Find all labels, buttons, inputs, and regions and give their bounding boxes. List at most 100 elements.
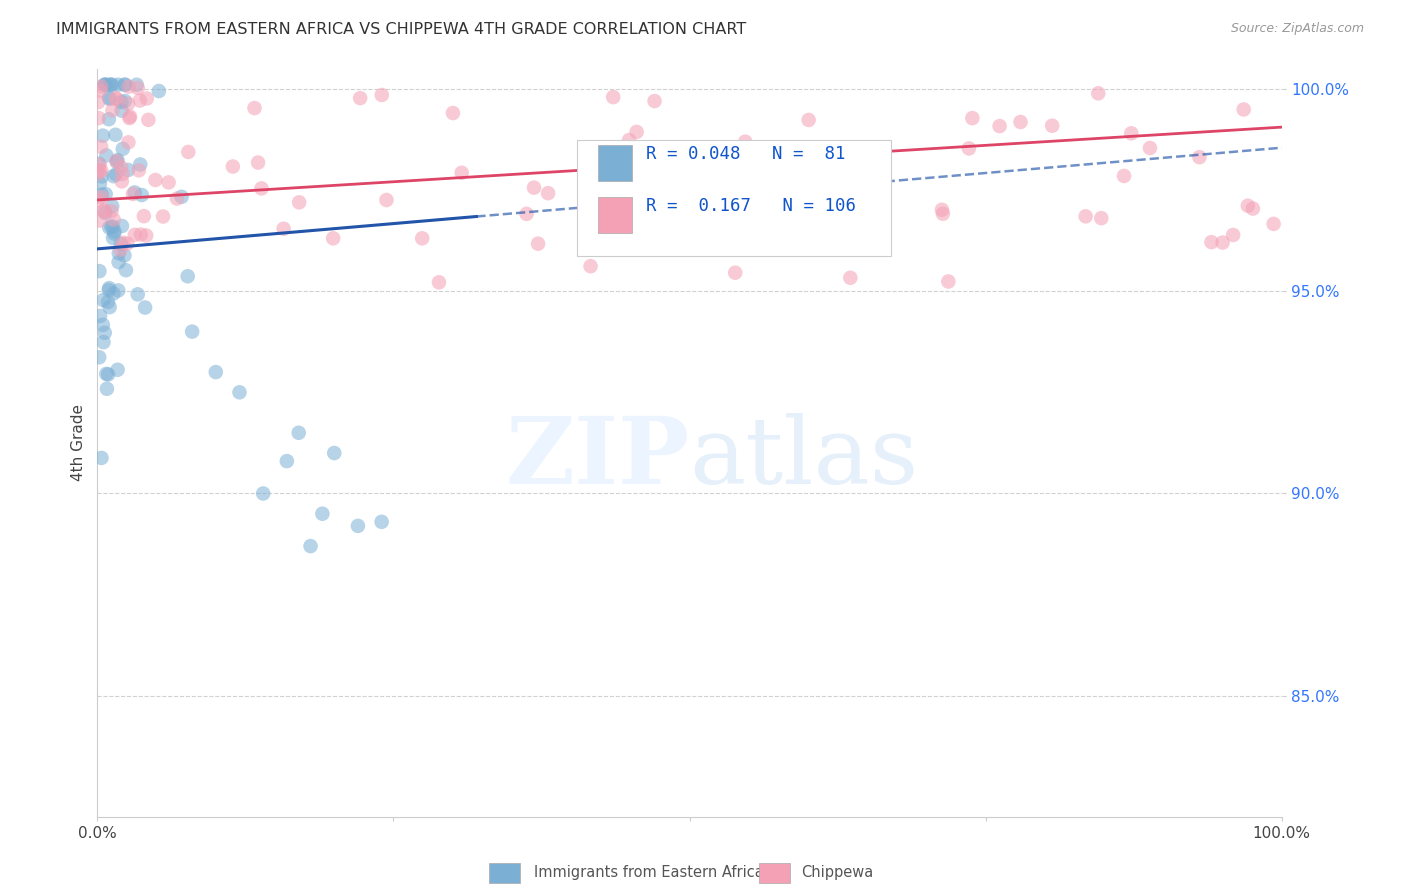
Point bbox=[127, 81, 149, 95]
Point bbox=[112, 235, 135, 250]
Point bbox=[1212, 235, 1234, 250]
Point bbox=[90, 187, 112, 202]
Point bbox=[516, 207, 538, 221]
Point bbox=[107, 78, 129, 92]
Point bbox=[103, 227, 125, 241]
Point bbox=[228, 385, 250, 400]
Point bbox=[124, 227, 146, 242]
Point bbox=[93, 203, 115, 218]
Point bbox=[132, 209, 155, 223]
Point bbox=[103, 224, 125, 238]
Point bbox=[1188, 150, 1211, 164]
Point bbox=[114, 78, 136, 92]
Point bbox=[252, 486, 274, 500]
Point bbox=[347, 519, 370, 533]
Point bbox=[115, 263, 138, 277]
Point bbox=[91, 128, 114, 143]
Point bbox=[222, 160, 245, 174]
Point bbox=[375, 193, 398, 207]
Point bbox=[90, 450, 112, 465]
Point bbox=[87, 111, 110, 125]
Text: Source: ZipAtlas.com: Source: ZipAtlas.com bbox=[1230, 22, 1364, 36]
Point bbox=[1010, 115, 1032, 129]
Point bbox=[166, 192, 188, 206]
Point bbox=[98, 300, 121, 314]
Point bbox=[107, 246, 129, 260]
Point bbox=[129, 94, 152, 108]
Point bbox=[1233, 103, 1256, 117]
Point bbox=[932, 207, 955, 221]
Point bbox=[93, 204, 115, 219]
Point bbox=[579, 259, 602, 273]
Point bbox=[103, 169, 125, 184]
Point bbox=[118, 110, 141, 124]
Point bbox=[114, 248, 136, 262]
Point bbox=[114, 78, 136, 92]
Point bbox=[537, 186, 560, 201]
Point bbox=[276, 454, 298, 468]
Point bbox=[124, 186, 146, 200]
Point bbox=[96, 367, 118, 381]
Point bbox=[107, 363, 129, 377]
Point bbox=[100, 204, 122, 219]
Point bbox=[100, 78, 122, 92]
Point bbox=[98, 91, 121, 105]
Point bbox=[936, 275, 959, 289]
Point bbox=[773, 155, 796, 169]
Point bbox=[89, 163, 111, 178]
Point bbox=[94, 78, 117, 92]
Point bbox=[818, 227, 841, 241]
Point bbox=[122, 186, 145, 201]
Text: atlas: atlas bbox=[689, 413, 920, 503]
Point bbox=[129, 227, 152, 242]
Point bbox=[103, 286, 125, 301]
Point bbox=[101, 199, 124, 213]
Point bbox=[176, 269, 198, 284]
Point bbox=[135, 228, 157, 243]
Text: IMMIGRANTS FROM EASTERN AFRICA VS CHIPPEWA 4TH GRADE CORRELATION CHART: IMMIGRANTS FROM EASTERN AFRICA VS CHIPPE… bbox=[56, 22, 747, 37]
Point bbox=[273, 221, 295, 235]
Point bbox=[105, 155, 128, 169]
Point bbox=[105, 91, 128, 105]
Point bbox=[349, 91, 371, 105]
Point bbox=[411, 231, 433, 245]
Point bbox=[135, 91, 157, 105]
FancyBboxPatch shape bbox=[576, 140, 891, 256]
Point bbox=[988, 119, 1011, 133]
Point bbox=[860, 162, 883, 177]
Point bbox=[89, 158, 111, 172]
Point bbox=[322, 231, 344, 245]
Text: R =  0.167   N = 106: R = 0.167 N = 106 bbox=[645, 197, 856, 215]
Point bbox=[527, 236, 550, 251]
Point bbox=[97, 295, 120, 310]
Point bbox=[957, 141, 980, 155]
Point bbox=[148, 84, 170, 98]
Point bbox=[90, 84, 112, 98]
Point bbox=[1201, 235, 1223, 249]
Point bbox=[94, 206, 117, 220]
Point bbox=[427, 276, 450, 290]
Point bbox=[842, 177, 865, 191]
Point bbox=[97, 112, 120, 127]
Point bbox=[287, 425, 309, 440]
Point bbox=[91, 293, 114, 307]
Point bbox=[89, 213, 111, 227]
Point bbox=[105, 168, 128, 182]
Point bbox=[134, 301, 156, 315]
Point bbox=[114, 94, 136, 108]
Point bbox=[626, 125, 648, 139]
Point bbox=[204, 365, 226, 379]
Point bbox=[299, 539, 322, 553]
Point bbox=[111, 142, 134, 156]
Point bbox=[724, 266, 747, 280]
Point bbox=[107, 153, 129, 168]
Point bbox=[86, 167, 108, 181]
Point bbox=[111, 219, 134, 233]
Point bbox=[125, 78, 148, 92]
Point bbox=[131, 188, 153, 202]
Point bbox=[288, 195, 311, 210]
Point bbox=[602, 90, 624, 104]
Point bbox=[117, 136, 139, 150]
Point bbox=[117, 236, 139, 251]
Point bbox=[105, 92, 128, 106]
